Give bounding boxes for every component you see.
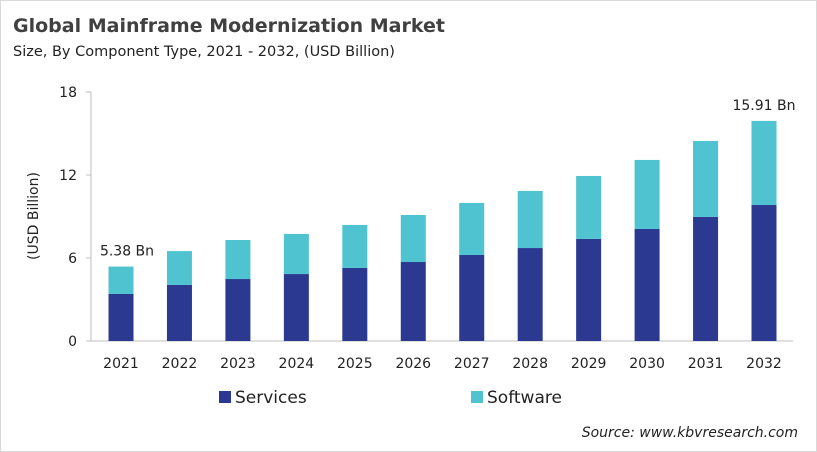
bar-software-2027 [459,202,485,255]
chart-title: Global Mainframe Modernization Market [13,15,445,37]
bar-software-2031 [693,140,719,217]
y-axis-label: (USD Billion) [26,172,42,260]
bar-services-2021 [108,293,134,341]
bar-software-2029 [576,175,602,239]
legend-label-software: Software [487,388,562,408]
bar-software-2021 [108,266,134,294]
bar-services-2028 [517,248,543,341]
bar-services-2032 [751,205,777,341]
x-tick-label: 2021 [103,356,139,372]
x-tick-label: 2032 [746,356,782,372]
bar-software-2023 [225,240,251,280]
x-tick-label: 2025 [337,356,373,372]
bar-software-2028 [517,190,543,249]
bar-services-2027 [459,254,485,341]
x-tick-label: 2027 [454,356,490,372]
bar-services-2026 [400,262,426,341]
data-label: 5.38 Bn [100,244,154,260]
bar-software-2022 [166,251,192,285]
bar-software-2032 [751,120,777,206]
legend-label-services: Services [235,388,307,408]
data-label: 15.91 Bn [732,98,795,114]
source-note: Source: www.kbvresearch.com [581,425,798,441]
bar-software-2026 [400,214,426,263]
y-tick-label: 18 [59,85,77,101]
bar-software-2024 [283,233,309,275]
x-tick-label: 2030 [629,356,665,372]
x-tick-label: 2022 [162,356,198,372]
bar-software-2025 [342,224,368,268]
x-tick-label: 2023 [220,356,256,372]
bar-services-2025 [342,267,368,341]
bar-services-2022 [166,284,192,341]
y-tick-label: 0 [68,334,77,350]
bar-services-2031 [693,216,719,341]
legend-swatch-software [471,391,483,403]
bar-services-2024 [283,274,309,341]
legend-swatch-services [219,391,231,403]
bar-software-2030 [634,159,660,229]
chart-subtitle: Size, By Component Type, 2021 - 2032, (U… [13,44,395,60]
y-tick-label: 6 [68,251,77,267]
x-tick-label: 2026 [395,356,431,372]
bar-services-2023 [225,279,251,341]
x-tick-label: 2029 [571,356,607,372]
bar-services-2030 [634,228,660,341]
y-tick-label: 12 [59,168,77,184]
x-tick-label: 2031 [688,356,724,372]
x-tick-label: 2028 [512,356,548,372]
x-tick-label: 2024 [279,356,315,372]
bar-services-2029 [576,238,602,341]
